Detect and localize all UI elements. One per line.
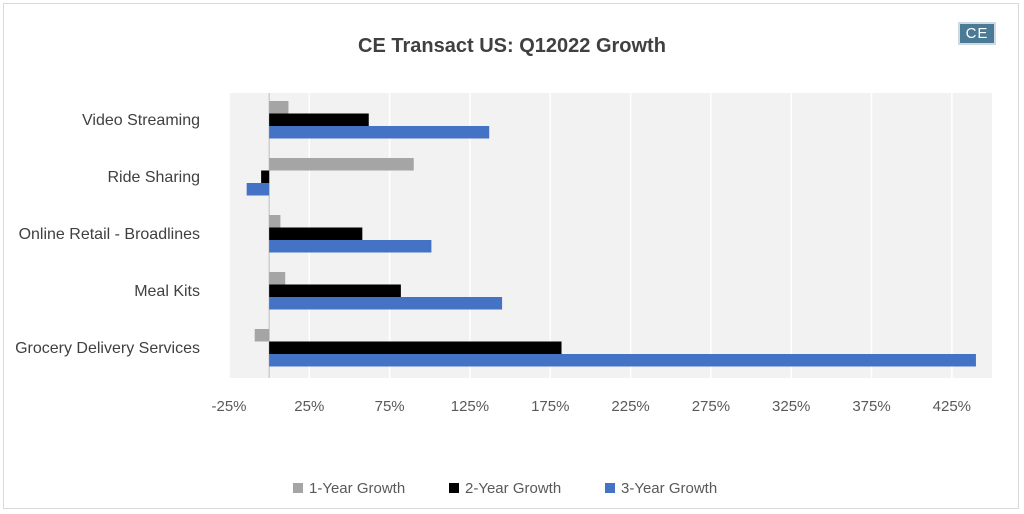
x-tick-label: 75% bbox=[375, 398, 405, 415]
legend-label: 1-Year Growth bbox=[309, 480, 405, 497]
category-label: Online Retail - Broadlines bbox=[19, 226, 200, 243]
bar-1-year-growth bbox=[269, 272, 286, 285]
x-tick-label: 425% bbox=[933, 398, 971, 415]
legend-label: 2-Year Growth bbox=[465, 480, 561, 497]
ce-logo: CE bbox=[958, 22, 996, 45]
x-tick-label: 225% bbox=[611, 398, 649, 415]
bar-3-year-growth bbox=[269, 240, 432, 253]
category-label: Grocery Delivery Services bbox=[15, 340, 200, 357]
category-label: Ride Sharing bbox=[108, 169, 201, 186]
legend-swatch bbox=[449, 483, 459, 493]
legend-swatch bbox=[605, 483, 615, 493]
bar-1-year-growth bbox=[269, 215, 281, 228]
bar-3-year-growth bbox=[269, 354, 976, 367]
chart-title: CE Transact US: Q12022 Growth bbox=[358, 35, 666, 57]
bar-1-year-growth bbox=[269, 158, 414, 171]
x-tick-label: 25% bbox=[294, 398, 324, 415]
x-tick-label: 325% bbox=[772, 398, 810, 415]
legend-swatch bbox=[293, 483, 303, 493]
x-tick-label: -25% bbox=[211, 398, 246, 415]
bar-1-year-growth bbox=[269, 101, 289, 114]
bar-1-year-growth bbox=[254, 329, 270, 342]
bar-3-year-growth bbox=[246, 183, 270, 196]
x-tick-label: 375% bbox=[852, 398, 890, 415]
category-label: Video Streaming bbox=[82, 112, 200, 129]
bar-3-year-growth bbox=[269, 126, 490, 139]
bar-2-year-growth bbox=[269, 284, 401, 297]
category-label: Meal Kits bbox=[134, 283, 200, 300]
bar-2-year-growth bbox=[261, 170, 270, 183]
x-tick-label: 175% bbox=[531, 398, 569, 415]
bar-2-year-growth bbox=[269, 113, 369, 126]
bar-3-year-growth bbox=[269, 297, 503, 310]
x-tick-label: 275% bbox=[692, 398, 730, 415]
legend-label: 3-Year Growth bbox=[621, 480, 717, 497]
bar-2-year-growth bbox=[269, 341, 562, 354]
x-tick-label: 125% bbox=[451, 398, 489, 415]
bar-2-year-growth bbox=[269, 227, 363, 240]
